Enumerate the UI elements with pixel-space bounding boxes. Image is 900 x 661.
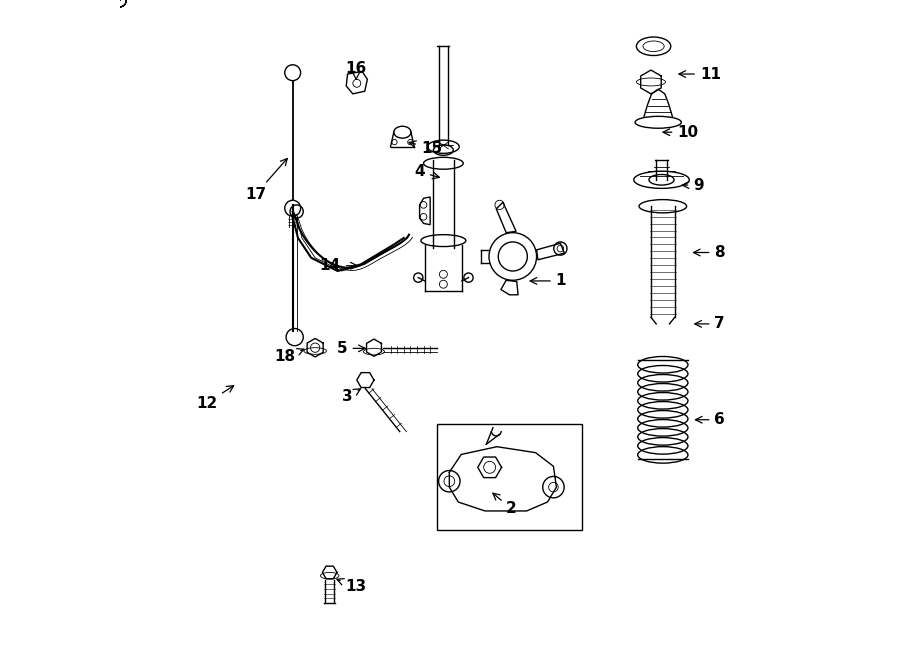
Text: 12: 12 (196, 385, 234, 410)
Text: 11: 11 (679, 67, 721, 81)
Text: 16: 16 (346, 61, 366, 79)
Text: 1: 1 (530, 274, 566, 288)
Text: 8: 8 (694, 245, 725, 260)
Bar (436, 424, 582, 530)
Text: 18: 18 (274, 348, 304, 364)
Text: 7: 7 (695, 317, 725, 331)
Text: 9: 9 (682, 178, 704, 192)
Text: 13: 13 (337, 578, 366, 594)
Text: 6: 6 (696, 412, 725, 427)
Text: 15: 15 (410, 141, 442, 155)
Text: 4: 4 (414, 165, 439, 179)
Text: 3: 3 (342, 389, 361, 404)
Text: 10: 10 (663, 125, 698, 139)
Text: 14: 14 (320, 258, 357, 273)
Text: 5: 5 (337, 341, 365, 356)
Text: 2: 2 (493, 493, 517, 516)
Text: 17: 17 (245, 159, 287, 202)
